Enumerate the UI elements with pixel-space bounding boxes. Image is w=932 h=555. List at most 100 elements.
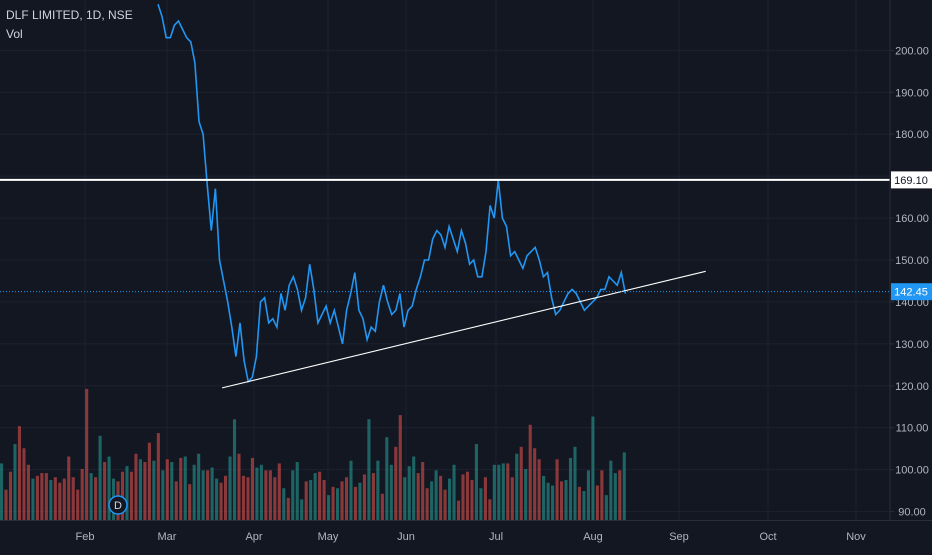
- volume-bar: [353, 486, 358, 520]
- volume-bar: [591, 416, 595, 520]
- price-axis-label: 90.00: [898, 507, 926, 519]
- volume-bar: [362, 474, 366, 520]
- volume-bar: [103, 462, 107, 520]
- time-axis-label: Feb: [76, 531, 95, 543]
- volume-bar: [560, 481, 564, 520]
- volume-bar: [219, 482, 223, 520]
- price-axis-label: 100.00: [895, 465, 929, 477]
- grid-lines: [0, 0, 890, 520]
- price-axis-label: 120.00: [895, 381, 929, 393]
- volume-bar: [49, 479, 53, 520]
- volume-bar: [241, 475, 246, 520]
- volume-bar: [434, 470, 438, 520]
- volume-bar: [282, 488, 286, 520]
- time-axis-background[interactable]: [0, 521, 932, 550]
- volume-bar: [470, 479, 474, 520]
- ascending-trendline[interactable]: [221, 270, 706, 389]
- volume-bar: [573, 446, 577, 520]
- volume-bar: [586, 470, 590, 520]
- volume-bar: [35, 475, 39, 520]
- volume-bar: [125, 466, 129, 520]
- volume-bar: [613, 473, 617, 520]
- volume-bar: [622, 452, 626, 520]
- volume-bar: [318, 471, 322, 520]
- volume-bar: [286, 497, 290, 520]
- time-axis-label: Sep: [669, 531, 689, 543]
- volume-bar: [161, 470, 165, 520]
- price-axis-label: 190.00: [895, 87, 929, 99]
- time-axis-label: Apr: [245, 531, 262, 543]
- volume-bar: [40, 473, 44, 520]
- volume-bar: [344, 477, 349, 520]
- volume-bar: [17, 426, 22, 520]
- volume-bar: [76, 489, 80, 520]
- volume-bar: [358, 482, 362, 520]
- volume-bar: [0, 463, 4, 520]
- volume-bar: [295, 462, 299, 520]
- volume-bar: [120, 471, 125, 520]
- volume-bar: [452, 464, 456, 520]
- volume-bar: [4, 489, 8, 520]
- volume-bars: [0, 388, 626, 520]
- volume-bar: [156, 433, 160, 520]
- symbol-title[interactable]: DLF LIMITED, 1D, NSE: [6, 8, 133, 22]
- volume-bar: [67, 456, 71, 520]
- volume-bar: [268, 470, 272, 520]
- volume-bar: [143, 462, 147, 520]
- volume-bar: [228, 456, 232, 520]
- volume-bar: [595, 485, 599, 520]
- volume-bar: [389, 464, 393, 520]
- volume-bar: [488, 499, 492, 520]
- volume-bar: [371, 473, 375, 520]
- volume-bar: [528, 424, 532, 520]
- volume-bar: [403, 477, 407, 520]
- volume-bar: [183, 456, 187, 520]
- volume-bar: [80, 468, 84, 520]
- volume-bar: [259, 464, 263, 520]
- volume-bar: [165, 459, 169, 520]
- volume-bar: [398, 415, 402, 520]
- volume-bar: [264, 470, 268, 520]
- volume-bar: [604, 495, 608, 520]
- volume-bar: [443, 489, 447, 520]
- volume-bar: [327, 495, 331, 520]
- volume-indicator-label[interactable]: Vol: [6, 27, 23, 41]
- volume-bar: [483, 477, 487, 520]
- volume-bar: [71, 477, 75, 520]
- volume-bar: [479, 488, 483, 520]
- volume-bar: [501, 463, 505, 520]
- volume-bar: [609, 460, 613, 520]
- volume-bar: [174, 481, 178, 520]
- volume-bar: [497, 464, 501, 520]
- volume-bar: [170, 462, 174, 520]
- volume-bar: [568, 457, 573, 520]
- volume-bar: [524, 468, 528, 520]
- volume-bar: [22, 448, 26, 520]
- last-price-label: 142.45: [894, 287, 928, 299]
- dividend-marker-circle[interactable]: [108, 495, 128, 515]
- volume-bar: [546, 482, 550, 520]
- volume-bar: [412, 456, 416, 520]
- volume-bar: [277, 463, 281, 520]
- volume-bar: [255, 467, 259, 520]
- volume-bar: [448, 478, 452, 520]
- volume-bar: [376, 460, 380, 520]
- volume-bar: [206, 470, 210, 520]
- volume-bar: [224, 475, 228, 520]
- volume-bar: [506, 463, 510, 520]
- volume-bar: [13, 444, 17, 520]
- level-price-label: 169.10: [894, 175, 928, 187]
- volume-bar: [618, 470, 622, 520]
- volume-bar: [537, 459, 541, 520]
- price-axis-background[interactable]: [890, 0, 932, 520]
- dividend-marker[interactable]: D: [108, 495, 128, 515]
- volume-bar: [273, 477, 277, 520]
- volume-bar: [331, 486, 335, 520]
- time-axis-label: Jul: [489, 531, 503, 543]
- level-price-badge: 169.10: [891, 171, 932, 189]
- volume-bar: [421, 462, 425, 520]
- price-axis-label: 110.00: [896, 423, 929, 435]
- volume-bar: [564, 479, 568, 520]
